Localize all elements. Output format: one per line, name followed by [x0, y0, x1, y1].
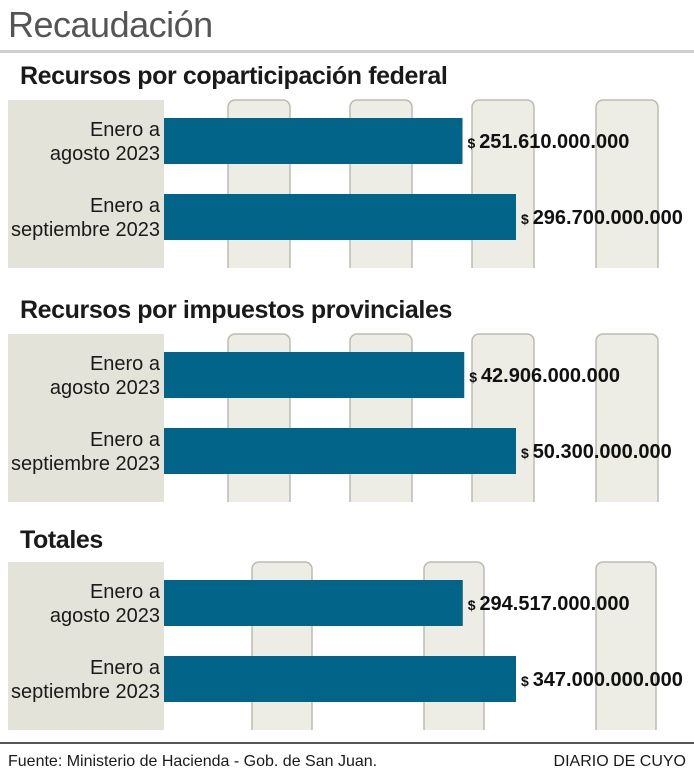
- chart-3-title: Totales: [20, 526, 103, 554]
- chart-3-category-label-1-line-1: Enero a: [90, 581, 161, 603]
- chart-1-grid-column-3: [471, 99, 535, 275]
- chart-3-bar-2: [164, 656, 516, 702]
- chart-3-value-number-1: 294.517.000.000: [479, 593, 629, 615]
- page-title: Recaudación: [8, 4, 213, 45]
- chart-2-value-prefix-1: $: [469, 369, 481, 385]
- chart-2-baseline-mask: [170, 502, 690, 510]
- chart-3-value-label-2: $ 347.000.000.000: [521, 669, 683, 691]
- chart-1-bar-1: [164, 118, 463, 164]
- chart-1-baseline-mask: [170, 268, 690, 276]
- chart-2-value-number-2: 50.300.000.000: [533, 441, 672, 463]
- chart-2-category-label-2-line-1: Enero a: [90, 429, 161, 451]
- chart-1-title: Recursos por coparticipación federal: [20, 62, 448, 90]
- chart-2-bar-1: [164, 352, 465, 398]
- chart-3-grid-column-3: [595, 561, 657, 737]
- chart-2-bar-2: [164, 428, 516, 474]
- chart-3-category-label-1-line-2: agosto 2023: [50, 605, 160, 627]
- chart-1-value-label-1: $ 251.610.000.000: [468, 131, 630, 153]
- chart-3-category-label-2-line-1: Enero a: [90, 657, 161, 679]
- chart-2-category-label-1-line-2: agosto 2023: [50, 377, 160, 399]
- chart-1-category-label-2-line-2: septiembre 2023: [11, 219, 160, 241]
- chart-1-value-number-2: 296.700.000.000: [533, 207, 683, 229]
- chart-3-category-panel: [8, 562, 164, 730]
- chart-1-grid-column-4: [595, 99, 659, 275]
- chart-3-bar-1: [164, 580, 463, 626]
- chart-2-title: Recursos por impuestos provinciales: [20, 296, 452, 324]
- chart-2-value-number-1: 42.906.000.000: [481, 365, 620, 387]
- chart-2-category-panel: [8, 334, 164, 502]
- chart-1-category-label-2-line-1: Enero a: [90, 195, 161, 217]
- chart-1-value-prefix-1: $: [468, 135, 480, 151]
- chart-1-value-prefix-2: $: [521, 211, 533, 227]
- footer-source: Fuente: Ministerio de Hacienda - Gob. de…: [8, 753, 378, 770]
- footer-divider: [0, 742, 694, 744]
- chart-3-value-number-2: 347.000.000.000: [533, 669, 683, 691]
- chart-1-value-number-1: 251.610.000.000: [479, 131, 629, 153]
- chart-2-category-label-2-line-2: septiembre 2023: [11, 453, 160, 475]
- footer-brand: DIARIO DE CUYO: [553, 753, 686, 770]
- chart-3-value-prefix-2: $: [521, 673, 533, 689]
- chart-1-category-label-1-line-2: agosto 2023: [50, 143, 160, 165]
- chart-3-category-label-2-line-2: septiembre 2023: [11, 681, 160, 703]
- chart-3-value-label-1: $ 294.517.000.000: [468, 593, 630, 615]
- title-divider: [0, 50, 694, 53]
- chart-2-grid-column-4: [595, 333, 659, 509]
- chart-1-category-label-1-line-1: Enero a: [90, 119, 161, 141]
- chart-2-grid-column-3: [471, 333, 535, 509]
- chart-2-value-label-2: $ 50.300.000.000: [521, 441, 672, 463]
- chart-1-value-label-2: $ 296.700.000.000: [521, 207, 683, 229]
- chart-3-baseline-mask: [170, 730, 690, 738]
- chart-2-value-label-1: $ 42.906.000.000: [469, 365, 620, 387]
- chart-1-bar-2: [164, 194, 516, 240]
- chart-1-category-panel: [8, 100, 164, 268]
- chart-2-value-prefix-2: $: [521, 445, 533, 461]
- chart-2-category-label-1-line-1: Enero a: [90, 353, 161, 375]
- chart-3-value-prefix-1: $: [468, 597, 480, 613]
